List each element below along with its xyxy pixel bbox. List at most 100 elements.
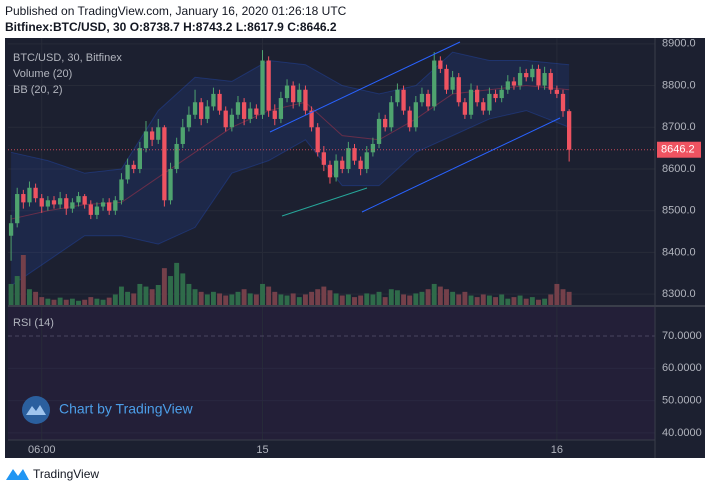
candle-body <box>536 68 541 86</box>
candle-body <box>27 187 32 203</box>
candle-body <box>64 198 69 209</box>
candle-body <box>113 200 118 211</box>
candle-body <box>100 202 106 207</box>
volume-bar <box>548 294 554 305</box>
volume-bar <box>106 297 112 305</box>
volume-bar <box>204 294 210 305</box>
candle-body <box>425 93 431 107</box>
candle-body <box>358 160 363 169</box>
volume-bar <box>358 295 364 305</box>
candle-body <box>260 60 265 115</box>
candle-body <box>192 102 198 115</box>
ohlc-label: O: <box>130 20 143 34</box>
footer-logo <box>6 469 29 480</box>
volume-bar <box>339 295 345 305</box>
candle-body <box>223 110 228 128</box>
volume-bar <box>413 293 419 305</box>
y-tick-label: 8900.0 <box>662 38 696 50</box>
candle-body <box>143 131 149 149</box>
candle-body <box>82 196 87 205</box>
trend-line <box>281 187 368 217</box>
candle-body <box>327 164 333 178</box>
volume-bar <box>137 283 143 305</box>
volume-bar <box>480 294 486 305</box>
volume-bar <box>223 295 229 305</box>
volume-bar <box>253 294 259 305</box>
volume-bar <box>333 293 339 305</box>
volume-bar <box>327 290 333 305</box>
volume-bar <box>309 291 315 305</box>
volume-bar <box>437 286 443 305</box>
ohlc-value: 8646.2 <box>300 20 337 34</box>
volume-bar <box>388 289 394 305</box>
volume-bar <box>394 290 400 305</box>
volume-bar <box>456 294 462 305</box>
volume-bar <box>517 295 523 305</box>
volume-bar <box>161 268 167 305</box>
candle-body <box>481 102 486 111</box>
candle-body <box>76 196 81 203</box>
volume-bar <box>290 293 296 305</box>
volume-bar <box>247 293 253 305</box>
volume-bar <box>444 289 449 305</box>
volume-bar <box>217 293 223 305</box>
candle-body <box>395 89 400 103</box>
volume-bar <box>407 295 413 305</box>
candle-body <box>33 187 38 199</box>
candle-body <box>51 200 57 205</box>
volume-bar <box>39 297 45 305</box>
candle-body <box>346 148 351 169</box>
volume-bar <box>425 289 431 305</box>
candle-body <box>119 179 124 201</box>
volume-bar <box>241 289 247 305</box>
volume-bar <box>143 286 149 305</box>
y-tick-label: 8500.0 <box>662 205 696 217</box>
volume-bar <box>82 299 88 305</box>
candle-body <box>315 127 320 153</box>
volume-bar <box>229 294 235 305</box>
y-tick-label: 8700.0 <box>662 121 696 133</box>
candle-body <box>21 194 26 203</box>
candle-body <box>199 102 204 119</box>
candle-body <box>156 127 161 140</box>
candle-body <box>248 108 253 119</box>
candle-body <box>505 81 510 90</box>
volume-bar <box>131 293 137 305</box>
candle-body <box>468 89 474 115</box>
ohlc-value: 8617.9 <box>247 20 284 34</box>
candle-body <box>168 168 173 201</box>
volume-bar <box>112 294 118 305</box>
candle-body <box>39 198 44 207</box>
ohlc-label: C: <box>287 20 300 34</box>
candle-body <box>235 102 241 115</box>
volume-bar <box>266 286 272 305</box>
y-tick-label: 50.0000 <box>662 395 702 407</box>
volume-bar <box>302 294 308 305</box>
volume-bar <box>76 300 81 305</box>
candle-body <box>321 152 326 165</box>
bb-upper <box>10 51 570 174</box>
volume-bar <box>20 255 26 305</box>
trend-line <box>361 117 561 213</box>
candle-body <box>333 160 339 178</box>
candle-body <box>487 93 492 111</box>
candle-body <box>413 102 418 128</box>
candle-body <box>131 164 136 169</box>
volume-bar <box>511 297 517 305</box>
candle-body <box>309 110 314 128</box>
volume-bar <box>174 262 180 305</box>
legend-volume: Volume (20) <box>13 68 72 80</box>
candle-body <box>174 143 179 169</box>
volume-bar <box>63 299 69 305</box>
candle-body <box>297 89 302 103</box>
last-price-label: 8646.2 <box>661 144 695 156</box>
candle-body <box>530 68 535 78</box>
candle-body <box>205 106 210 119</box>
volume-bar <box>370 294 376 305</box>
candle-body <box>364 152 369 169</box>
volume-bar <box>352 297 357 305</box>
volume-bar <box>364 293 370 305</box>
candle-body <box>352 148 357 161</box>
volume-bar <box>192 289 198 305</box>
